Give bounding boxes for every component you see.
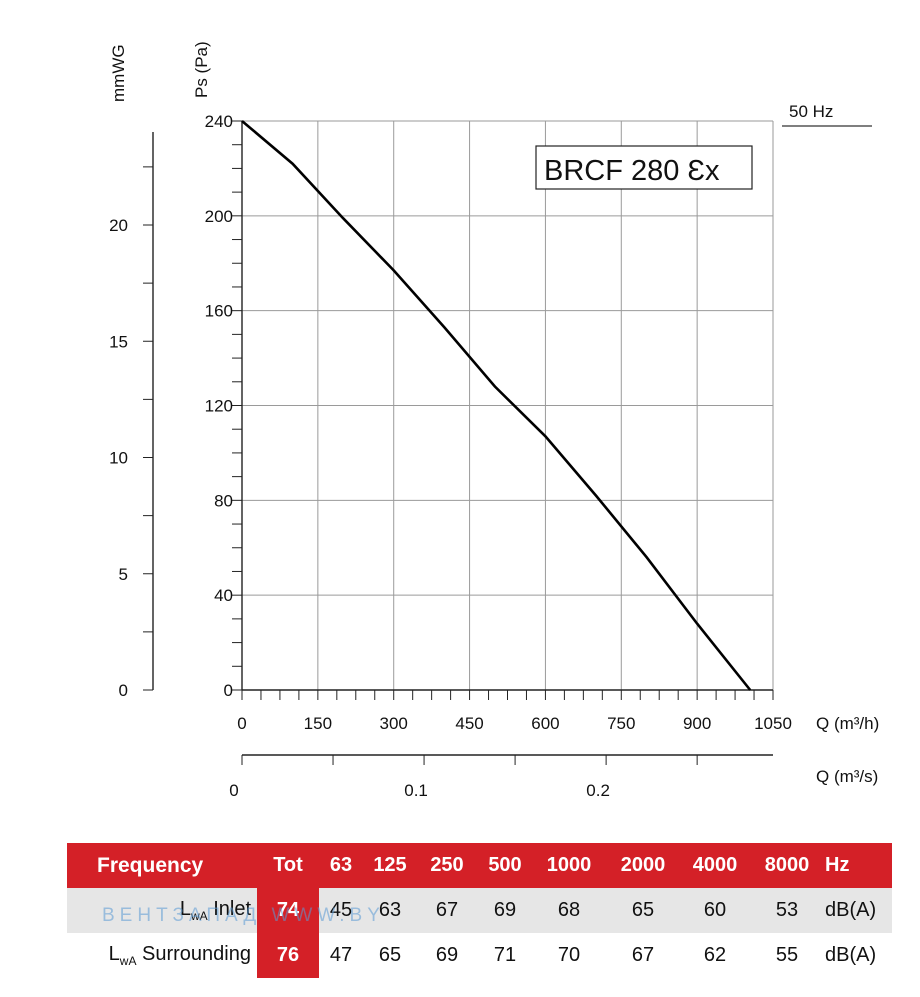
x-tick-label: 1050 xyxy=(754,714,792,733)
table-row-inlet: LwA Inlet 74 45 63 67 69 68 65 60 53 dB(A) xyxy=(67,888,892,933)
band-value: 53 xyxy=(749,888,825,933)
x-tick-label: 150 xyxy=(304,714,332,733)
header-cell: Hz xyxy=(825,843,892,888)
x-tick-label: 0 xyxy=(237,714,246,733)
tot-value: 76 xyxy=(257,933,319,978)
y-axis-title: Ps (Pa) xyxy=(192,41,211,98)
band-value: 60 xyxy=(681,888,749,933)
sound-power-table: Frequency Tot 63 125 250 500 1000 2000 4000 8000 H… xyxy=(67,843,892,978)
model-label: BRCF 280 Ɛx xyxy=(544,155,720,187)
x-tick-label: 900 xyxy=(683,714,711,733)
y-tick-label: 80 xyxy=(214,491,233,510)
grid xyxy=(241,120,774,691)
header-cell: 8000 xyxy=(749,843,825,888)
table-row-surrounding: LwA Surrounding 76 47 65 69 71 70 67 62 55 dB(A) xyxy=(67,933,892,978)
x-tick-label: 450 xyxy=(455,714,483,733)
header-cell: Tot xyxy=(257,843,319,888)
x-tick-label: 600 xyxy=(531,714,559,733)
frequency-label-group: 50 Hz xyxy=(782,102,872,127)
band-value: 55 xyxy=(749,933,825,978)
y-tick-label: 200 xyxy=(205,207,233,226)
header-cell: 250 xyxy=(417,843,477,888)
y2-tick-label: 0 xyxy=(119,681,128,700)
tot-value: 74 xyxy=(257,888,319,933)
band-value: 71 xyxy=(477,933,533,978)
y2-tick-label: 10 xyxy=(109,449,128,468)
x-tick-label: 300 xyxy=(380,714,408,733)
band-value: 63 xyxy=(363,888,417,933)
band-value: 62 xyxy=(681,933,749,978)
x-tick-label: 750 xyxy=(607,714,635,733)
table-header-row: Frequency Tot 63 125 250 500 1000 2000 4000 8000 H… xyxy=(67,843,892,888)
band-value: 65 xyxy=(605,888,681,933)
header-cell: 63 xyxy=(319,843,363,888)
y2-tick-label: 15 xyxy=(109,332,128,351)
band-value: 47 xyxy=(319,933,363,978)
y-tick-label: 40 xyxy=(214,586,233,605)
x-axis-title: Q (m³/h) xyxy=(816,714,879,733)
performance-curve xyxy=(241,120,752,691)
y-tick-label: 160 xyxy=(205,302,233,321)
band-value: 67 xyxy=(605,933,681,978)
header-cell: 1000 xyxy=(533,843,605,888)
band-value: 68 xyxy=(533,888,605,933)
y-tick-label: 0 xyxy=(224,681,233,700)
row-label: LwA Inlet xyxy=(67,888,257,933)
y2-axis-title: mmWG xyxy=(109,44,128,102)
header-cell: 500 xyxy=(477,843,533,888)
band-value: 45 xyxy=(319,888,363,933)
header-cell: 2000 xyxy=(605,843,681,888)
x2-tick-label: 0.1 xyxy=(404,781,428,800)
x2-tick-label: 0 xyxy=(229,781,238,800)
y2-tick-label: 20 xyxy=(109,216,128,235)
band-value: 69 xyxy=(417,933,477,978)
fan-performance-chart: 0 150 300 450 600 750 900 105004080120160200240… xyxy=(109,41,879,800)
header-cell: 4000 xyxy=(681,843,749,888)
x2-axis-title: Q (m³/s) xyxy=(816,767,878,786)
header-frequency: Frequency xyxy=(67,843,257,888)
band-value: dB(A) xyxy=(825,888,892,933)
model-label-box: BRCF 280 Ɛx xyxy=(535,145,753,190)
axis-labels: 0 150 300 450 600 750 900 105004080120160200240… xyxy=(109,112,792,800)
band-value: dB(A) xyxy=(825,933,892,978)
header-cell: 125 xyxy=(363,843,417,888)
band-value: 65 xyxy=(363,933,417,978)
y-tick-label: 120 xyxy=(205,397,233,416)
band-value: 70 xyxy=(533,933,605,978)
y-tick-label: 240 xyxy=(205,112,233,131)
x2-tick-label: 0.2 xyxy=(586,781,610,800)
band-value: 67 xyxy=(417,888,477,933)
row-label: LwA Surrounding xyxy=(67,933,257,978)
frequency-label: 50 Hz xyxy=(789,102,833,121)
band-value: 69 xyxy=(477,888,533,933)
y2-tick-label: 5 xyxy=(119,565,128,584)
axes xyxy=(143,120,774,765)
